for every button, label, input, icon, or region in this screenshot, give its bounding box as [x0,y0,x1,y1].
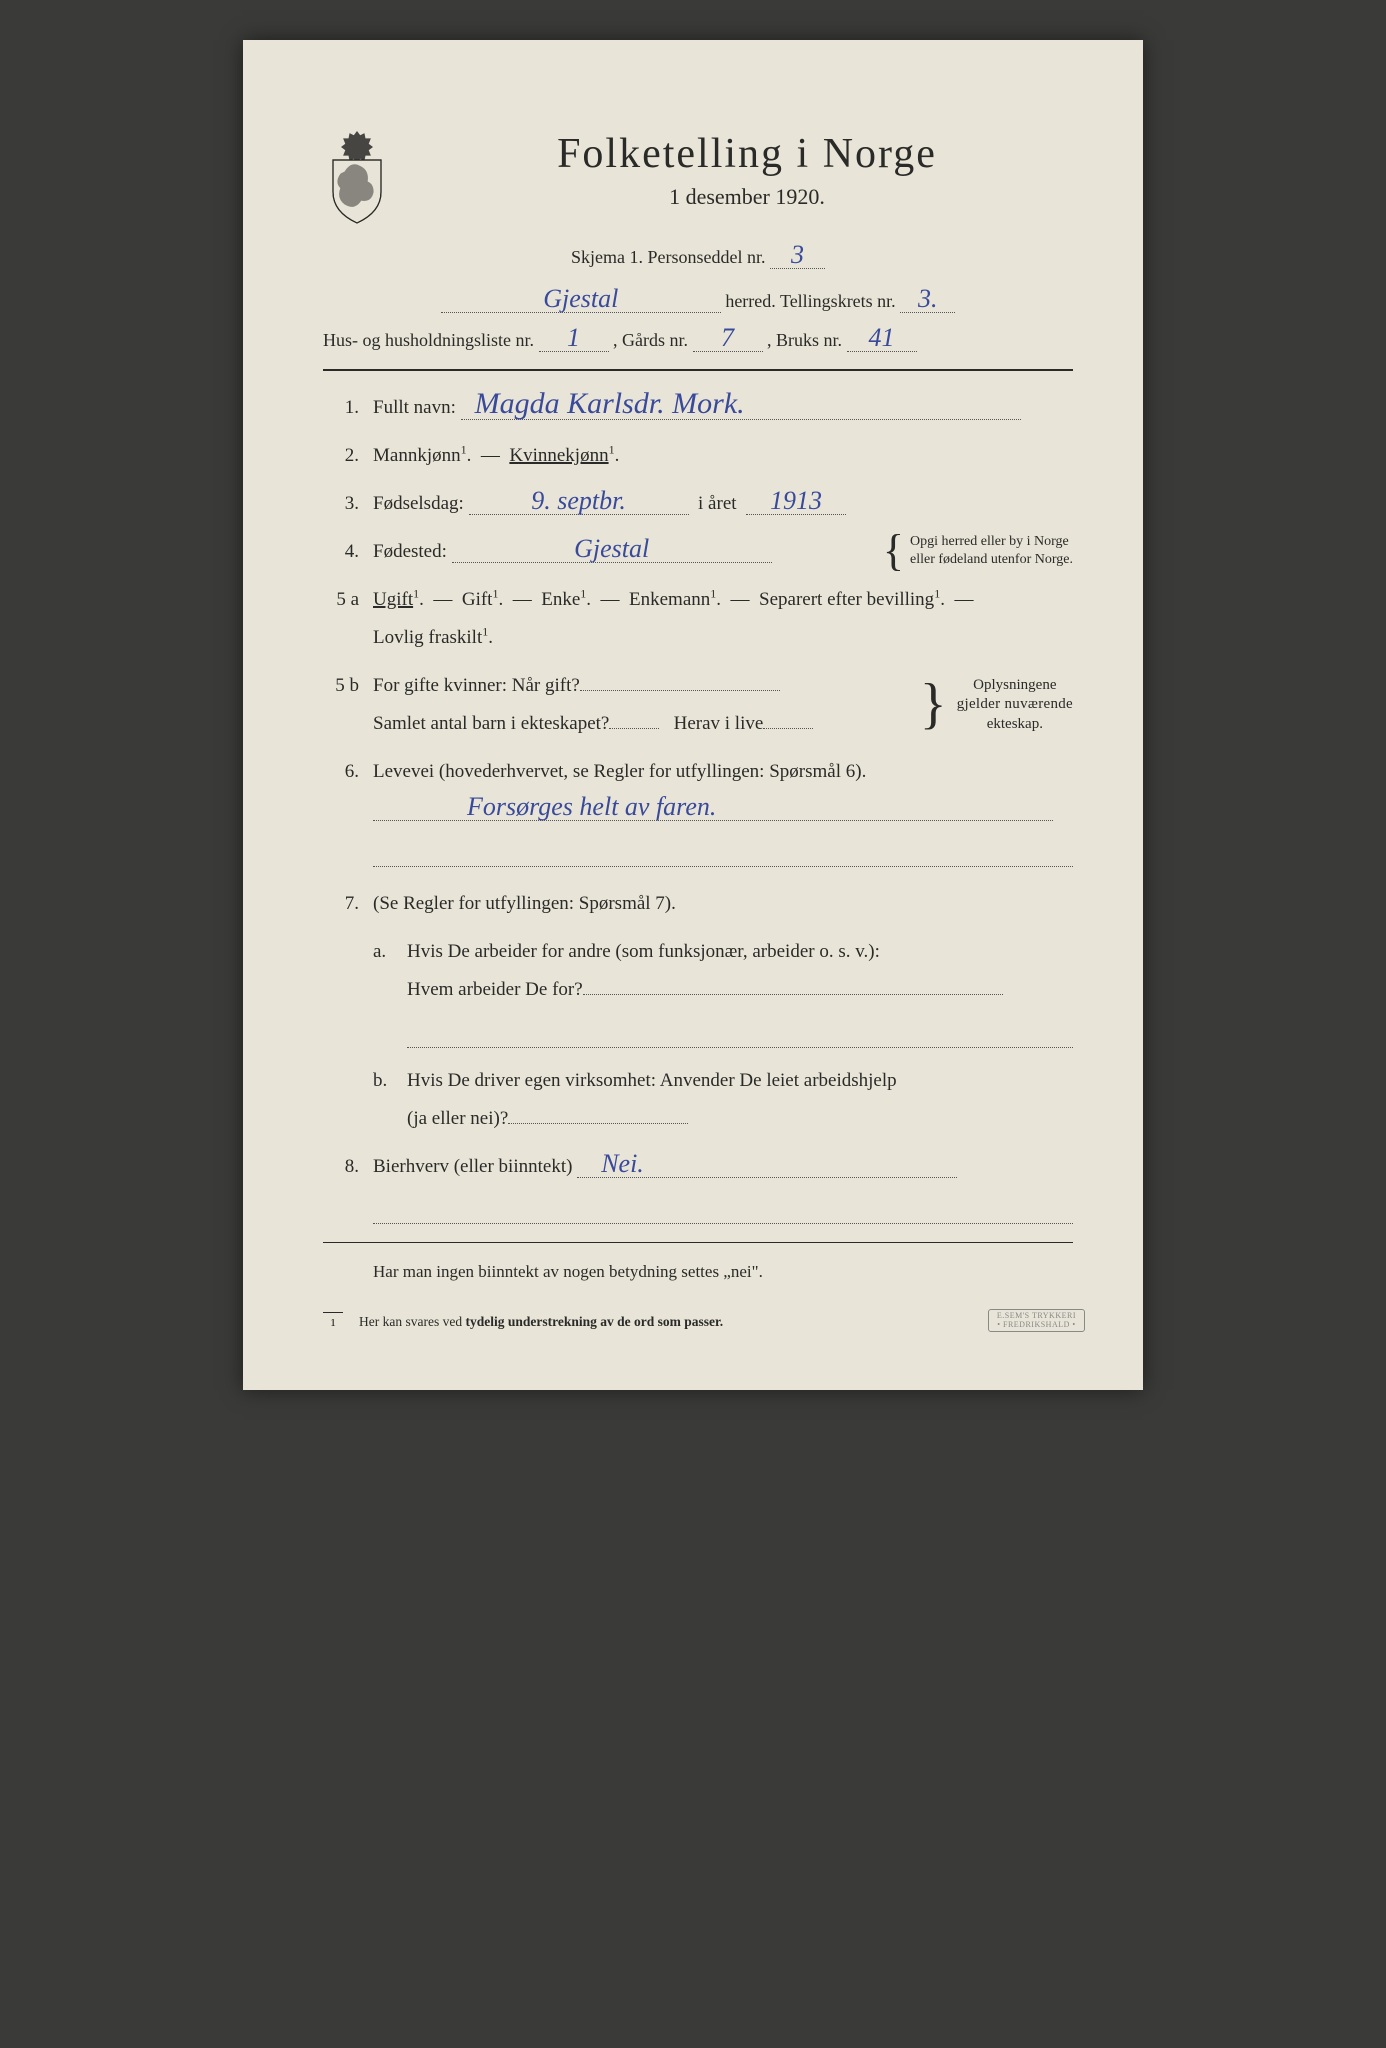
gards-nr: 7 [717,325,738,351]
q6-label: Levevei (hovederhvervet, se Regler for u… [373,761,866,782]
birthplace: Gjestal [570,536,653,562]
divider [323,369,1073,371]
q2-male: Mannkjønn [373,445,461,466]
q5b-label-b: Samlet antal barn i ekteskapet? [373,713,609,734]
gards-label: , Gårds nr. [613,330,688,350]
q5b-num: 5 b [323,675,359,697]
q5a-separert: Separert efter bevilling [759,589,934,610]
q7a-text1: Hvis De arbeider for andre (som funksjon… [407,941,880,962]
q5b-note: Oplysningene gjelder nuværende ekteskap. [957,676,1073,735]
q4-note-a: Opgi herred eller by i Norge [910,534,1069,549]
skjema-line: Skjema 1. Personseddel nr. 3 [323,238,1073,278]
q3-label: Fødselsdag: [373,493,464,514]
q5b: 5 b For gifte kvinner: Når gift? Samlet … [323,667,1073,743]
q2-num: 2. [323,445,359,467]
q7b-text2: (ja eller nei)? [407,1108,508,1129]
personseddel-nr: 3 [787,242,808,268]
q1-label: Fullt navn: [373,397,456,418]
q8: 8. Bierhverv (eller biinntekt) Nei. [323,1148,1073,1224]
hus-nr: 1 [563,325,584,351]
title-block: Folketelling i Norge 1 desember 1920. [421,130,1073,230]
q5a-gift: Gift [462,589,493,610]
q7b-label: b. [373,1062,393,1138]
q3: 3. Fødselsdag: 9. septbr. i året 1913 [323,485,1073,523]
q7a-label: a. [373,933,393,1047]
hus-line: Hus- og husholdningsliste nr. 1 , Gårds … [323,321,1073,361]
q5a: 5 a Ugift1. — Gift1. — Enke1. — Enkemann… [323,581,1073,657]
tellingskrets-nr: 3. [914,286,942,312]
herred-label: herred. Tellingskrets nr. [725,291,895,311]
full-name: Magda Karlsdr. Mork. [471,389,749,419]
hus-label: Hus- og husholdningsliste nr. [323,330,534,350]
q8-label: Bierhverv (eller biinntekt) [373,1156,572,1177]
secondary-occupation: Nei. [597,1151,648,1177]
q6: 6. Levevei (hovederhvervet, se Regler fo… [323,753,1073,867]
q4-note: { Opgi herred eller by i Norge eller fød… [883,533,1073,569]
q7a-text2: Hvem arbeider De for? [407,979,583,1000]
occupation: Forsørges helt av faren. [463,794,720,820]
q1-num: 1. [323,397,359,419]
coat-of-arms-icon [323,130,391,225]
q2-female: Kvinnekjønn [509,445,608,466]
q8-num: 8. [323,1156,359,1178]
q7-num: 7. [323,893,359,915]
q4: 4. Fødested: Gjestal { Opgi herred eller… [323,533,1073,571]
printer-stamp: E.SEM'S TRYKKERI• FREDRIKSHALD • [988,1309,1085,1333]
q3-num: 3. [323,493,359,515]
footnote-row: 1 Her kan svares ved tydelig understrekn… [323,1308,1073,1330]
thin-divider [323,1242,1073,1243]
subtitle: 1 desember 1920. [421,184,1073,210]
herred-name: Gjestal [539,286,622,312]
footnote-text: Her kan svares ved tydelig understreknin… [359,1314,723,1330]
header: Folketelling i Norge 1 desember 1920. [323,130,1073,230]
q4-label: Fødested: [373,541,447,562]
q5a-fraskilt: Lovlig fraskilt [373,627,482,648]
q3-year-label: i året [698,493,737,514]
census-form-page: Folketelling i Norge 1 desember 1920. Sk… [243,40,1143,1390]
birth-day: 9. septbr. [527,488,630,514]
footnote-num: 1 [323,1312,343,1329]
q1: 1. Fullt navn: Magda Karlsdr. Mork. [323,389,1073,427]
herred-line: Gjestal herred. Tellingskrets nr. 3. [323,282,1073,322]
q5b-label-a: For gifte kvinner: Når gift? [373,675,580,696]
q5a-ugift: Ugift [373,589,413,610]
q7-label: (Se Regler for utfyllingen: Spørsmål 7). [373,893,676,914]
q4-note-b: eller fødeland utenfor Norge. [910,552,1073,567]
q5a-enkemann: Enkemann [629,589,710,610]
q5a-enke: Enke [541,589,580,610]
bottom-note: Har man ingen biinntekt av nogen betydni… [373,1253,1073,1290]
q2: 2. Mannkjønn1. — Kvinnekjønn1. [323,437,1073,475]
q7: 7. (Se Regler for utfyllingen: Spørsmål … [323,885,1073,1137]
birth-year: 1913 [766,488,826,514]
q5b-label-c: Herav i live [674,713,764,734]
bruks-label: , Bruks nr. [767,330,842,350]
q5a-num: 5 a [323,589,359,611]
main-title: Folketelling i Norge [421,130,1073,178]
q4-num: 4. [323,541,359,563]
q7b-text1: Hvis De driver egen virksomhet: Anvender… [407,1070,897,1091]
q6-num: 6. [323,761,359,783]
bruks-nr: 41 [865,325,899,351]
skjema-label: Skjema 1. Personseddel nr. [571,247,765,267]
